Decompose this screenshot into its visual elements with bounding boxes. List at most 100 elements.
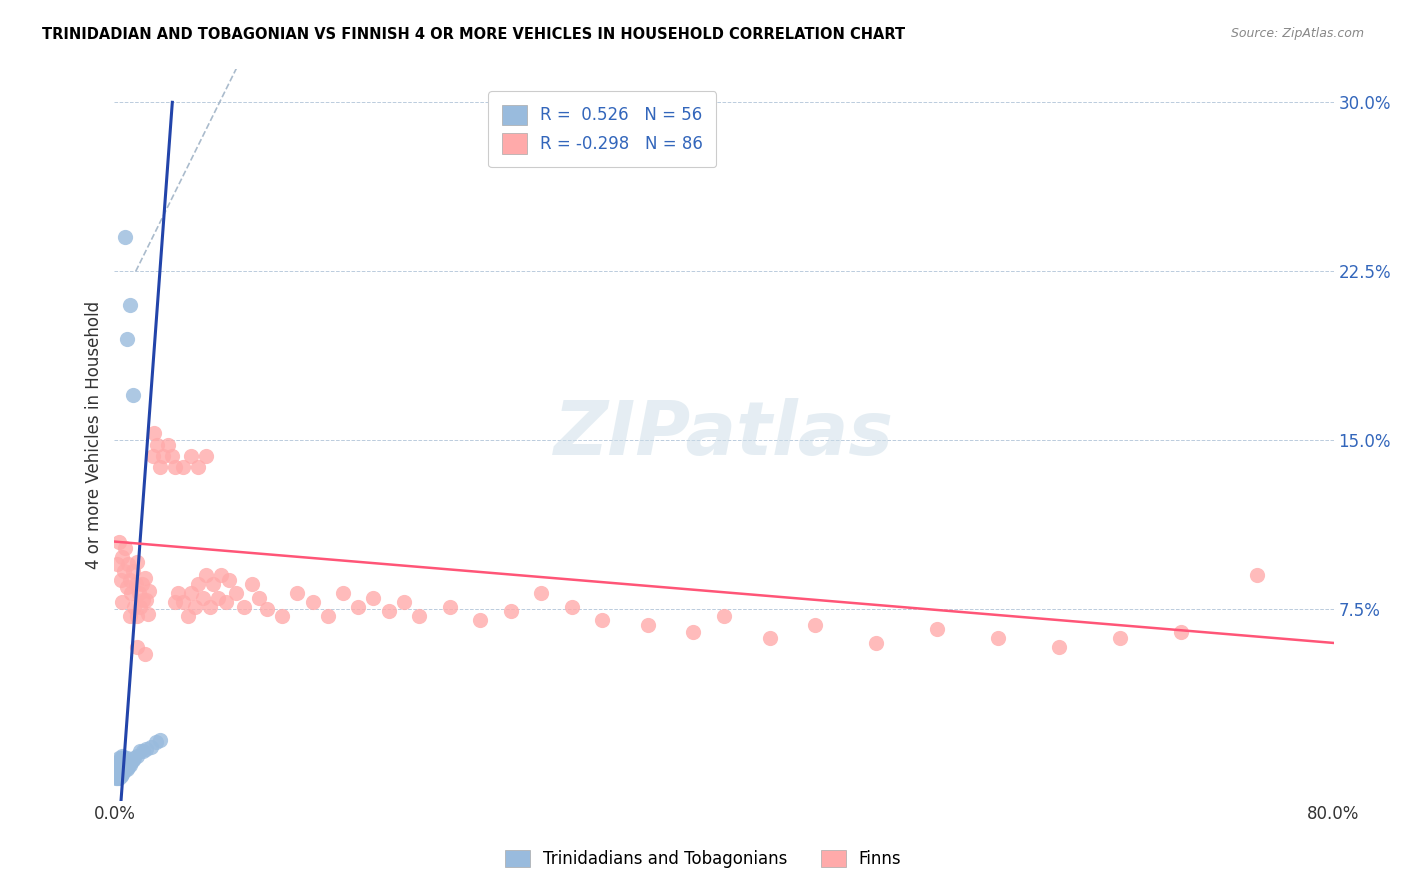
Point [108, 771, 131, 785]
Point [117, 760, 139, 774]
Point [107, 557, 129, 571]
Point [143, 426, 166, 441]
Point [187, 577, 209, 591]
Point [530, 586, 553, 600]
Point [127, 555, 149, 569]
Point [115, 332, 138, 346]
Point [1170, 624, 1192, 639]
Point [108, 766, 131, 780]
Legend: Trinidadians and Tobagonians, Finns: Trinidadians and Tobagonians, Finns [498, 843, 908, 875]
Point [115, 762, 138, 776]
Point [927, 623, 949, 637]
Point [117, 756, 139, 770]
Point [316, 608, 339, 623]
Point [591, 614, 613, 628]
Point [127, 748, 149, 763]
Point [112, 751, 135, 765]
Point [122, 751, 145, 765]
Point [209, 568, 232, 582]
Point [136, 607, 159, 621]
Point [120, 756, 142, 770]
Point [1109, 632, 1132, 646]
Point [111, 757, 134, 772]
Point [194, 568, 217, 582]
Point [149, 732, 172, 747]
Point [218, 573, 240, 587]
Point [165, 460, 187, 475]
Point [107, 771, 129, 785]
Point [149, 460, 172, 475]
Point [145, 735, 167, 749]
Point [111, 550, 134, 565]
Point [120, 586, 142, 600]
Point [104, 769, 127, 783]
Point [162, 449, 184, 463]
Point [118, 573, 141, 587]
Point [184, 599, 207, 614]
Point [207, 591, 229, 605]
Point [180, 449, 202, 463]
Point [200, 599, 222, 614]
Point [176, 608, 198, 623]
Text: ZIPatlas: ZIPatlas [554, 398, 894, 471]
Point [108, 534, 131, 549]
Point [172, 460, 194, 475]
Point [121, 564, 143, 578]
Point [108, 760, 131, 774]
Point [110, 764, 132, 779]
Point [108, 769, 131, 783]
Point [141, 449, 163, 463]
Point [713, 608, 735, 623]
Point [127, 608, 149, 623]
Point [165, 595, 187, 609]
Point [232, 599, 254, 614]
Point [468, 614, 491, 628]
Point [240, 577, 263, 591]
Point [104, 766, 127, 780]
Point [682, 624, 704, 639]
Point [332, 586, 354, 600]
Point [110, 756, 132, 770]
Point [108, 764, 131, 779]
Point [138, 584, 160, 599]
Point [110, 751, 132, 765]
Point [392, 595, 415, 609]
Point [128, 586, 150, 600]
Point [111, 753, 134, 767]
Point [271, 608, 294, 623]
Point [180, 586, 202, 600]
Point [110, 760, 132, 774]
Point [107, 769, 129, 783]
Point [167, 586, 190, 600]
Point [104, 771, 127, 785]
Point [114, 541, 136, 556]
Text: TRINIDADIAN AND TOBAGONIAN VS FINNISH 4 OR MORE VEHICLES IN HOUSEHOLD CORRELATIO: TRINIDADIAN AND TOBAGONIAN VS FINNISH 4 … [42, 27, 905, 42]
Point [114, 757, 136, 772]
Point [114, 230, 136, 244]
Point [107, 766, 129, 780]
Point [347, 599, 370, 614]
Point [637, 618, 659, 632]
Point [439, 599, 461, 614]
Point [187, 460, 209, 475]
Point [125, 577, 148, 591]
Point [115, 751, 138, 765]
Point [377, 604, 399, 618]
Text: Source: ZipAtlas.com: Source: ZipAtlas.com [1230, 27, 1364, 40]
Point [111, 748, 134, 763]
Point [118, 753, 141, 767]
Point [107, 764, 129, 779]
Point [108, 751, 131, 765]
Point [758, 632, 780, 646]
Point [408, 608, 430, 623]
Point [110, 769, 132, 783]
Point [225, 586, 247, 600]
Point [118, 298, 141, 312]
Point [134, 571, 156, 585]
Point [115, 580, 138, 594]
Point [134, 647, 156, 661]
Point [129, 599, 152, 614]
Point [202, 577, 225, 591]
Point [118, 757, 141, 772]
Point [107, 756, 129, 770]
